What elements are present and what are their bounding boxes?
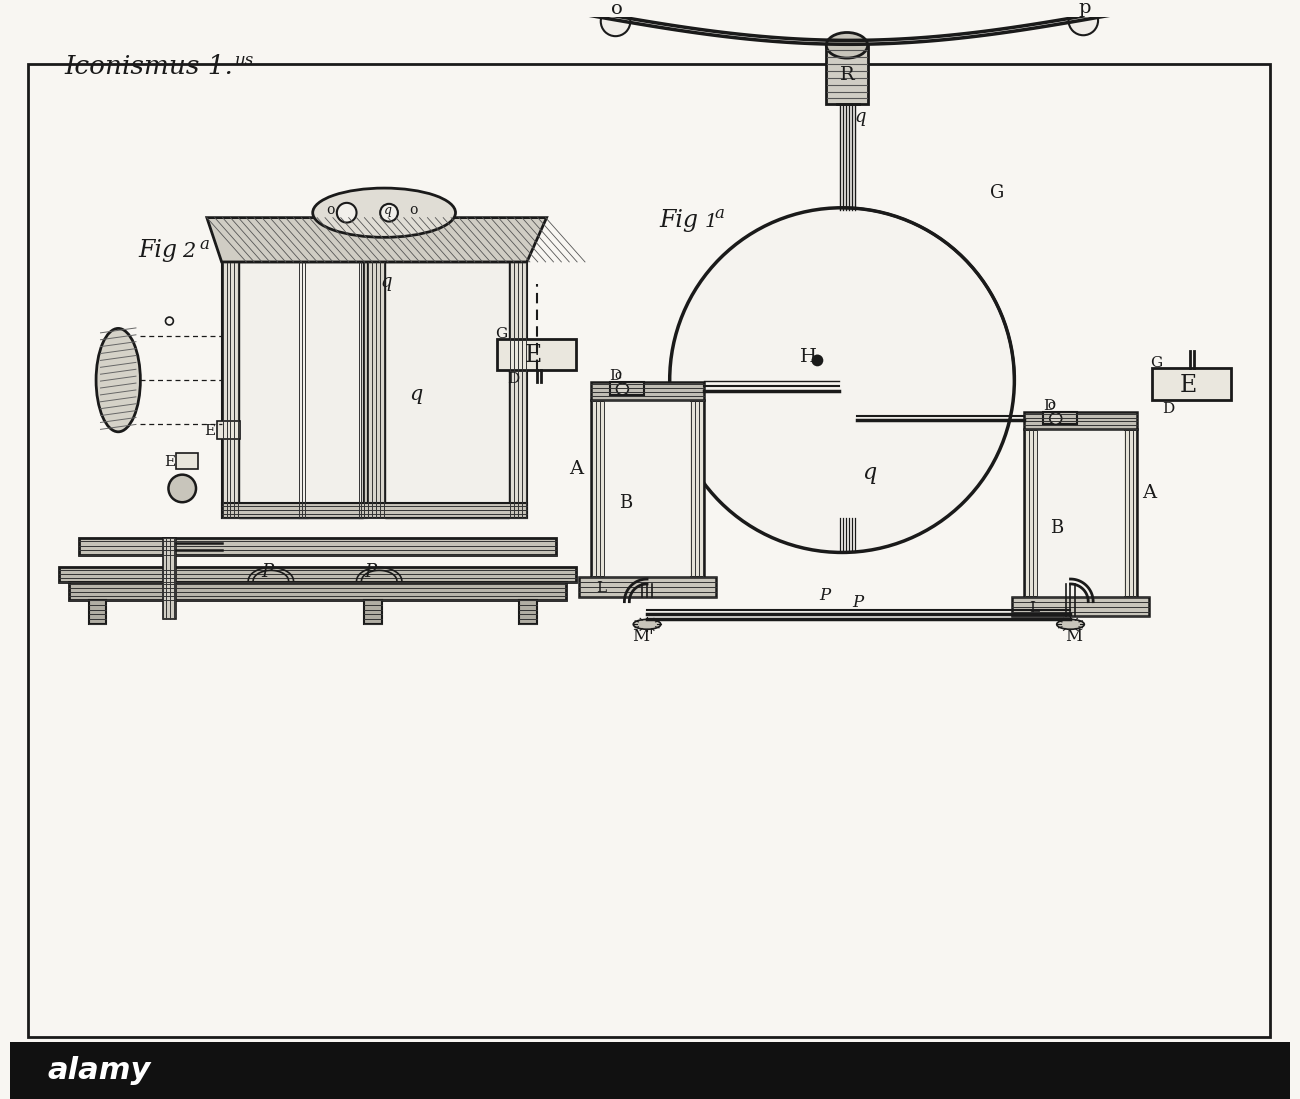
Bar: [221, 262, 239, 518]
Bar: [10, 1042, 1290, 1099]
Bar: [1152, 368, 1231, 400]
Text: D: D: [610, 369, 621, 384]
Bar: [58, 567, 576, 582]
Text: q: q: [384, 204, 393, 218]
Text: B: B: [1050, 519, 1063, 536]
Bar: [69, 582, 567, 600]
Text: D: D: [1162, 401, 1174, 415]
Bar: [358, 262, 368, 518]
Text: E: E: [1180, 374, 1197, 397]
Text: G: G: [989, 184, 1004, 202]
Bar: [592, 400, 705, 577]
Bar: [217, 422, 240, 440]
Text: us: us: [234, 52, 254, 68]
Bar: [498, 338, 576, 370]
Ellipse shape: [1057, 620, 1084, 630]
Text: P: P: [364, 563, 377, 581]
Bar: [299, 262, 308, 518]
Bar: [88, 600, 107, 624]
Bar: [610, 382, 644, 395]
Text: D: D: [1043, 399, 1056, 412]
Text: D: D: [507, 373, 520, 386]
Text: P: P: [819, 587, 831, 603]
Text: G: G: [495, 326, 507, 341]
Text: G: G: [1150, 356, 1162, 370]
Text: q: q: [855, 108, 866, 126]
Text: H: H: [800, 348, 816, 366]
Circle shape: [811, 355, 823, 366]
Text: E: E: [165, 455, 176, 469]
Bar: [364, 600, 382, 624]
Bar: [604, 400, 690, 577]
Bar: [1013, 597, 1149, 617]
Text: E: E: [204, 424, 214, 439]
Bar: [1037, 430, 1123, 597]
Ellipse shape: [633, 620, 660, 630]
Polygon shape: [207, 218, 546, 262]
Text: a: a: [199, 236, 209, 253]
Text: c: c: [615, 369, 621, 382]
Text: 2: 2: [182, 242, 195, 262]
Bar: [519, 600, 537, 624]
Bar: [1043, 412, 1078, 424]
Bar: [239, 262, 364, 518]
Bar: [1024, 430, 1138, 597]
Text: o: o: [410, 202, 417, 217]
Text: R: R: [840, 66, 855, 84]
Text: o: o: [611, 0, 623, 18]
Text: q: q: [380, 273, 391, 290]
Ellipse shape: [313, 188, 455, 237]
Circle shape: [337, 203, 356, 223]
Text: a: a: [714, 204, 724, 222]
Text: P: P: [852, 593, 863, 611]
Text: M': M': [632, 629, 654, 645]
Circle shape: [616, 384, 628, 395]
Text: L: L: [595, 581, 606, 595]
Text: Fig: Fig: [660, 210, 699, 233]
Bar: [1024, 412, 1138, 430]
Bar: [364, 262, 385, 518]
Text: B: B: [620, 495, 633, 512]
Bar: [385, 262, 510, 518]
Circle shape: [670, 208, 1014, 553]
Text: o: o: [326, 202, 334, 217]
Text: 1: 1: [705, 213, 716, 232]
Bar: [592, 382, 705, 400]
Text: p: p: [1079, 0, 1091, 18]
Text: A: A: [569, 459, 584, 478]
Text: E: E: [525, 344, 542, 367]
Circle shape: [169, 475, 196, 502]
Bar: [79, 537, 556, 555]
Bar: [27, 64, 1270, 1037]
Circle shape: [380, 203, 398, 222]
Text: P: P: [261, 563, 273, 581]
Ellipse shape: [96, 329, 140, 432]
Bar: [827, 45, 867, 104]
Bar: [221, 503, 526, 518]
Bar: [162, 537, 177, 620]
Bar: [578, 577, 716, 597]
Text: c: c: [1048, 399, 1054, 412]
Text: Fig: Fig: [138, 238, 177, 262]
Text: Iconismus 1.: Iconismus 1.: [64, 55, 233, 79]
Circle shape: [1050, 412, 1062, 424]
Circle shape: [1069, 5, 1098, 35]
Bar: [510, 262, 526, 518]
Ellipse shape: [827, 33, 867, 58]
Bar: [177, 453, 198, 469]
Text: q: q: [408, 385, 422, 403]
Text: q: q: [862, 462, 876, 484]
Text: M: M: [1066, 629, 1083, 645]
Text: alamy: alamy: [47, 1056, 151, 1085]
Text: L: L: [1030, 600, 1039, 614]
Circle shape: [601, 7, 630, 36]
Text: A: A: [1143, 485, 1157, 502]
